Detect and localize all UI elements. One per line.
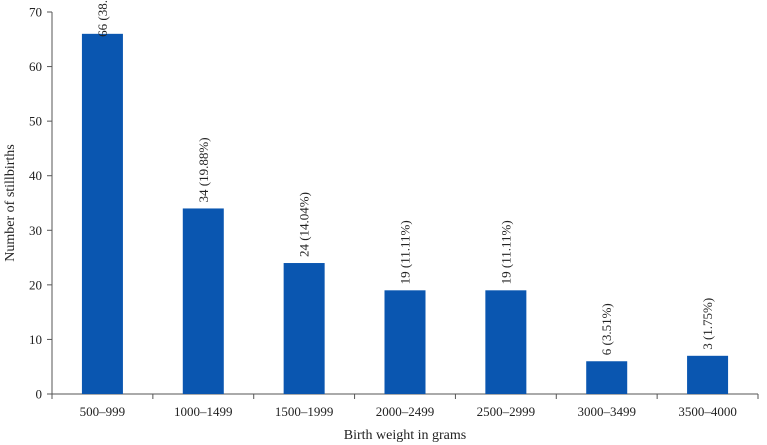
bar	[283, 263, 325, 394]
bar-data-label: 19 (11.11%)	[498, 220, 513, 284]
x-tick-label: 3500–4000	[678, 404, 737, 419]
y-tick-label: 50	[29, 114, 42, 129]
bar	[485, 290, 527, 394]
bar	[384, 290, 426, 394]
y-tick-label: 70	[29, 5, 42, 20]
y-tick-label: 60	[29, 59, 42, 74]
bar-data-label: 66 (38.6%)	[95, 0, 110, 37]
x-axis-title: Birth weight in grams	[344, 428, 467, 443]
y-tick-label: 0	[36, 387, 43, 402]
x-tick-label: 2000–2499	[376, 404, 435, 419]
bar-data-label: 34 (19.88%)	[196, 137, 211, 202]
x-tick-label: 500–999	[80, 404, 126, 419]
x-tick-label: 1000–1499	[174, 404, 233, 419]
x-tick-label: 2500–2999	[477, 404, 536, 419]
bar-data-label: 6 (3.51%)	[599, 303, 614, 355]
y-tick-label: 30	[29, 223, 42, 238]
bar-data-label: 19 (11.11%)	[398, 220, 413, 284]
x-tick-label: 1500–1999	[275, 404, 334, 419]
y-axis-title: Number of stillbirths	[3, 144, 18, 261]
bar	[81, 33, 123, 394]
bar	[182, 208, 224, 394]
y-tick-label: 20	[29, 277, 42, 292]
bar	[687, 355, 729, 394]
data-labels: 66 (38.6%) 34 (19.88%) 24 (14.04%) 19 (11.1…	[95, 0, 715, 355]
x-tick-label: 3000–3499	[577, 404, 636, 419]
y-axis: 0 10 20 30 40 50 60 70	[29, 5, 53, 402]
x-axis: 500–999 1000–1499 1500–1999 2000–2499 2500–2…	[51, 393, 759, 419]
y-tick-label: 40	[29, 168, 42, 183]
bar	[586, 361, 628, 394]
bar-data-label: 24 (14.04%)	[297, 192, 312, 257]
y-tick-label: 10	[29, 332, 42, 347]
bars	[81, 33, 729, 394]
bar-data-label: 3 (1.75%)	[700, 298, 715, 350]
